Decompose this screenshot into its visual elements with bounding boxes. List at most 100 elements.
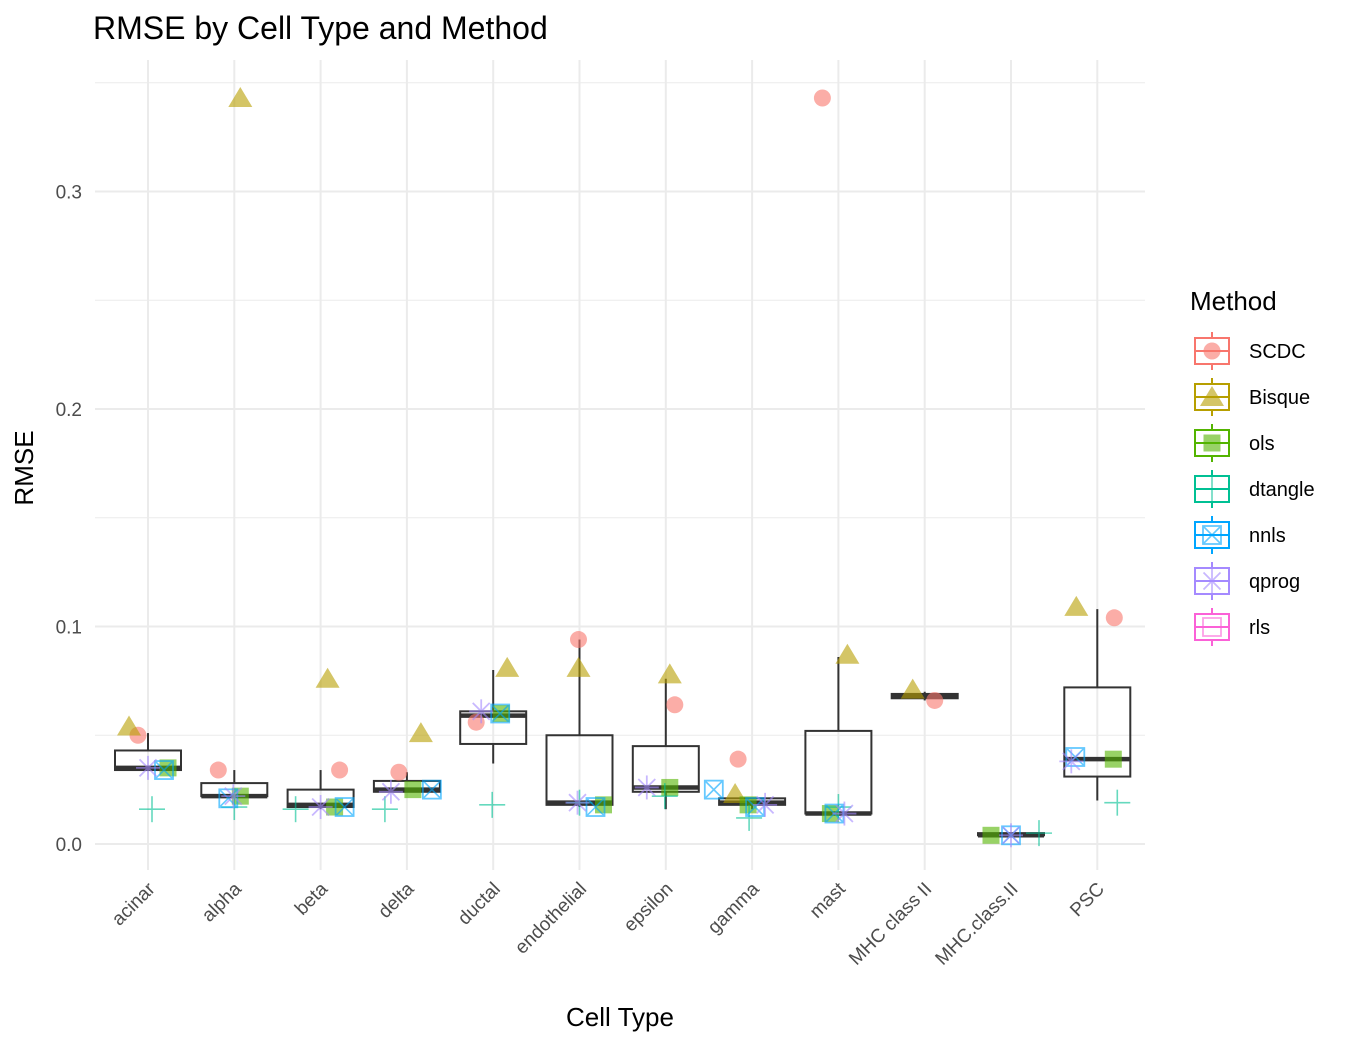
point-bisque [1064,595,1089,616]
square-marker [1203,434,1221,452]
x-tick-label: beta [291,878,332,919]
legend-label: SCDC [1249,341,1306,363]
star-spoke [1001,826,1021,845]
legend-key-marker [1202,617,1222,637]
boxx-frame [585,797,606,817]
x-tick-label: acinar [108,878,160,930]
gridlines [95,60,1145,870]
star-spoke [381,782,401,801]
y-axis-title: RMSE [9,430,39,505]
point-qprog [565,790,590,815]
point-scdc [390,763,408,781]
point-ols [982,826,1000,844]
point-dtangle [139,796,165,823]
point-scdc [209,761,227,779]
point-qprog [136,755,160,780]
point-ols [404,781,422,799]
boxx-diag-2 [1202,525,1222,545]
star-spoke [568,793,587,812]
point-ols [661,778,679,796]
boxx-diag-2 [704,780,724,800]
point-nnls [218,788,239,809]
star-spoke [311,797,330,817]
square-marker [661,778,679,796]
point-qprog [999,823,1023,848]
boxx-frame [421,779,442,800]
point-dtangle [371,796,398,823]
legend-key-marker [1200,569,1224,593]
point-bisque [835,643,860,664]
square-marker [326,798,344,816]
point-nnls [585,797,606,817]
chart-title: RMSE by Cell Type and Method [93,10,548,46]
star-spoke [835,804,854,823]
point-dtangle [479,791,506,818]
point-bisque [657,663,682,684]
point-qprog [308,795,333,820]
triangle-marker [657,663,682,684]
point-ols [326,798,344,816]
boxx-diag-2 [154,760,174,780]
x-axis-title: Cell Type [566,1002,674,1032]
legend-item-rls: rls [1194,608,1270,646]
boxx-frame [490,703,511,724]
triangle-marker [835,643,860,664]
box-marker [1202,617,1222,637]
boxx-diag-2 [422,780,442,800]
circle-marker [813,89,831,107]
star-spoke [472,702,491,721]
triangle-marker [315,667,340,688]
legend-key-marker [1202,525,1222,545]
circle-marker [666,696,684,714]
point-bisque [315,667,340,688]
boxx-frame [1202,525,1222,545]
x-tick-label: PSC [1066,879,1108,921]
boxx-diag-2 [335,797,355,817]
x-tick-label: MHC.class.II [932,879,1023,970]
point-nnls [703,779,724,800]
legend-item-ols: ols [1194,424,1275,462]
square-marker [404,781,422,799]
x-tick-label: endothelial [511,879,591,959]
boxx-frame [154,760,174,780]
legend-label: nnls [1249,525,1286,547]
point-qprog [378,779,403,804]
point-nnls [490,703,511,724]
legend-item-scdc: SCDC [1194,332,1306,370]
y-tick-label: 0.2 [56,400,82,421]
legend-key-marker [1199,476,1225,502]
x-tick-label: alpha [198,878,246,926]
star-spoke [1202,571,1222,591]
legend-item-nnls: nnls [1194,516,1286,554]
point-scdc [926,691,944,709]
point-bisque [228,86,253,107]
point-bisque [117,715,141,736]
triangle-marker [228,86,253,107]
x-tick-label: MHC class II [845,879,936,970]
triangle-marker [1200,386,1224,406]
triangle-marker [408,722,433,743]
point-ols [595,796,612,814]
x-axis-ticks: acinar alpha beta delta ductal endothelial eps… [108,878,1109,969]
legend-title: Method [1190,286,1277,316]
x-tick-label: delta [374,878,418,922]
point-bisque [495,656,520,677]
x-tick-label: ductal [454,879,505,930]
point-qprog [1059,749,1084,774]
legend: Method SCDC Bisque ols dtangle nnls qprog rls [1190,286,1315,646]
boxplots [114,609,1132,838]
point-ols [1104,750,1122,768]
point-scdc [331,761,349,779]
y-tick-label: 0.1 [56,618,82,639]
square-marker [1104,750,1122,768]
legend-label: qprog [1249,571,1300,593]
legend-key-marker [1200,386,1224,406]
circle-marker [390,763,408,781]
point-dtangle [282,796,309,823]
x-tick-label: gamma [704,878,764,938]
point-scdc [729,750,747,768]
triangle-marker [495,656,520,677]
square-marker [982,826,1000,844]
point-qprog [469,699,494,724]
legend-key-marker [1203,342,1221,360]
